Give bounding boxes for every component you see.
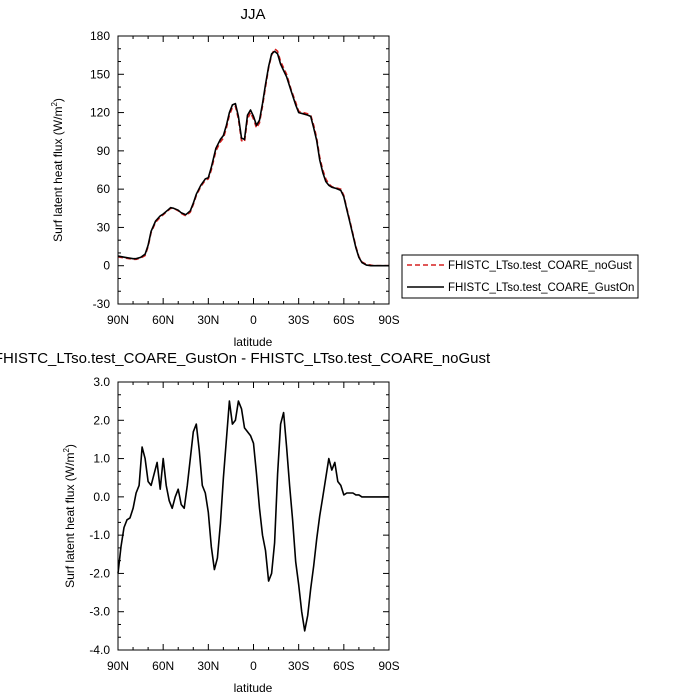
legend-label-nogust: FHISTC_LTso.test_COARE_noGust <box>448 260 633 272</box>
bottom-x-axis-label: latitude <box>234 681 273 695</box>
bottom-panel: FHISTC_LTso.test_COARE_GustOn - FHISTC_L… <box>0 350 491 695</box>
series-line-0-0 <box>117 47 389 267</box>
bottom-y-axis-label-main: Surf latent heat flux (W/m <box>63 453 77 588</box>
top-plot-frame <box>117 35 390 305</box>
y-tick-label: 3.0 <box>93 375 110 389</box>
y-tick-label: 90 <box>97 144 111 158</box>
y-tick-label: 120 <box>90 106 110 120</box>
x-tick-label: 30N <box>197 659 219 673</box>
bottom-x-ticks: 90N 60N 30N 0 30S 60S 90S <box>107 382 400 673</box>
bottom-plot-area <box>117 400 389 632</box>
top-chart-title: JJA <box>240 6 265 23</box>
x-tick-label: 30S <box>288 659 309 673</box>
x-tick-label: 90N <box>107 313 129 327</box>
top-y-axis-label: Surf latent heat flux (W/m2) <box>50 98 65 242</box>
x-tick-label: 60N <box>152 313 174 327</box>
x-tick-label: 90S <box>378 659 399 673</box>
y-tick-label: 2.0 <box>93 413 110 427</box>
top-y-axis-label-sup: 2 <box>50 102 59 107</box>
y-tick-label: 180 <box>90 29 110 43</box>
x-tick-label: 0 <box>250 313 257 327</box>
top-y-axis-label-main: Surf latent heat flux (W/m <box>51 107 65 242</box>
legend-box <box>401 254 639 299</box>
bottom-y-axis-label-sup: 2 <box>62 448 71 453</box>
y-tick-label: -1.0 <box>89 528 110 542</box>
series-line-0-1 <box>117 50 389 267</box>
bottom-y-axis-label-end: ) <box>63 444 77 448</box>
y-tick-label: -2.0 <box>89 566 110 580</box>
bottom-y-axis-label: Surf latent heat flux (W/m2) <box>62 444 77 588</box>
top-plot-area <box>117 47 389 267</box>
top-x-ticks: 90N 60N 30N 0 30S 60S 90S <box>107 36 400 327</box>
top-panel: JJA 180 150 120 90 60 30 0 -30 90N 60N 30N 0 30S 60S… <box>50 6 400 349</box>
y-tick-label: -3.0 <box>89 605 110 619</box>
y-tick-label: 0 <box>103 259 110 273</box>
x-tick-label: 60N <box>152 659 174 673</box>
x-tick-label: 60S <box>333 313 354 327</box>
bottom-y-ticks: 3.0 2.0 1.0 0.0 -1.0 -2.0 -3.0 -4.0 <box>89 375 389 657</box>
y-tick-label: 0.0 <box>93 490 110 504</box>
y-tick-label: 1.0 <box>93 452 110 466</box>
bottom-chart-title: FHISTC_LTso.test_COARE_GustOn - FHISTC_L… <box>0 350 491 367</box>
y-tick-label: -30 <box>93 297 111 311</box>
x-tick-label: 60S <box>333 659 354 673</box>
series-line-1-0 <box>117 400 389 632</box>
x-tick-label: 30N <box>197 313 219 327</box>
y-tick-label: 30 <box>97 220 111 234</box>
legend-label-guston: FHISTC_LTso.test_COARE_GustOn <box>448 282 634 294</box>
y-tick-label: 60 <box>97 182 111 196</box>
x-tick-label: 0 <box>250 659 257 673</box>
x-tick-label: 30S <box>288 313 309 327</box>
legend: FHISTC_LTso.test_COARE_noGust FHISTC_LTs… <box>401 254 639 299</box>
top-y-ticks: 180 150 120 90 60 30 0 -30 <box>90 29 389 311</box>
x-tick-label: 90S <box>378 313 399 327</box>
y-tick-label: 150 <box>90 67 110 81</box>
top-y-axis-label-end: ) <box>51 98 65 102</box>
y-tick-label: -4.0 <box>89 643 110 657</box>
top-x-axis-label: latitude <box>234 335 273 349</box>
x-tick-label: 90N <box>107 659 129 673</box>
bottom-plot-frame <box>117 381 390 651</box>
